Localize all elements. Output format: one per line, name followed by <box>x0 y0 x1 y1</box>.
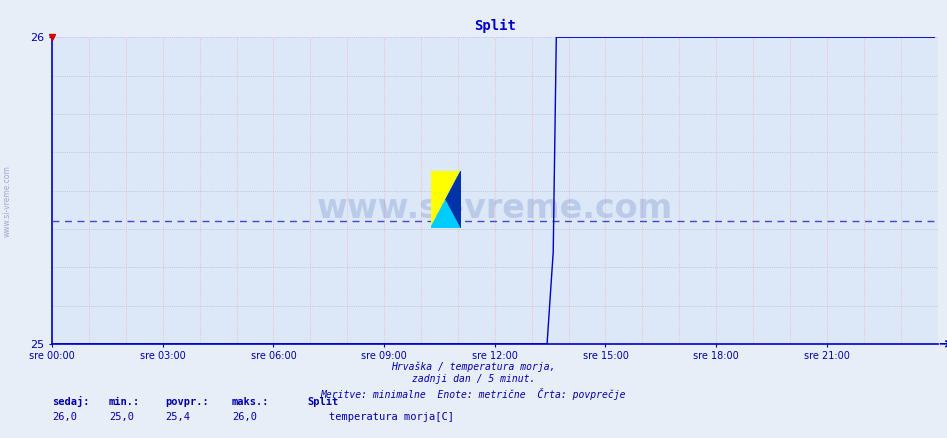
Text: temperatura morja[C]: temperatura morja[C] <box>329 412 454 422</box>
Text: sedaj:: sedaj: <box>52 396 90 407</box>
Text: Hrvaška / temperatura morja,: Hrvaška / temperatura morja, <box>391 361 556 372</box>
Text: 26,0: 26,0 <box>232 412 257 422</box>
Text: zadnji dan / 5 minut.: zadnji dan / 5 minut. <box>412 374 535 385</box>
Text: 26,0: 26,0 <box>52 412 77 422</box>
Polygon shape <box>431 171 461 228</box>
Polygon shape <box>431 171 461 228</box>
Text: 25,0: 25,0 <box>109 412 134 422</box>
Text: Split: Split <box>308 397 339 407</box>
Title: Split: Split <box>474 19 516 33</box>
Polygon shape <box>446 171 461 228</box>
Text: maks.:: maks.: <box>232 397 270 407</box>
Text: www.si-vreme.com: www.si-vreme.com <box>3 166 12 237</box>
Text: 25,4: 25,4 <box>166 412 190 422</box>
Text: www.si-vreme.com: www.si-vreme.com <box>316 192 673 226</box>
Text: Meritve: minimalne  Enote: metrične  Črta: povprečje: Meritve: minimalne Enote: metrične Črta:… <box>321 388 626 399</box>
Text: povpr.:: povpr.: <box>166 397 209 407</box>
Text: min.:: min.: <box>109 397 140 407</box>
